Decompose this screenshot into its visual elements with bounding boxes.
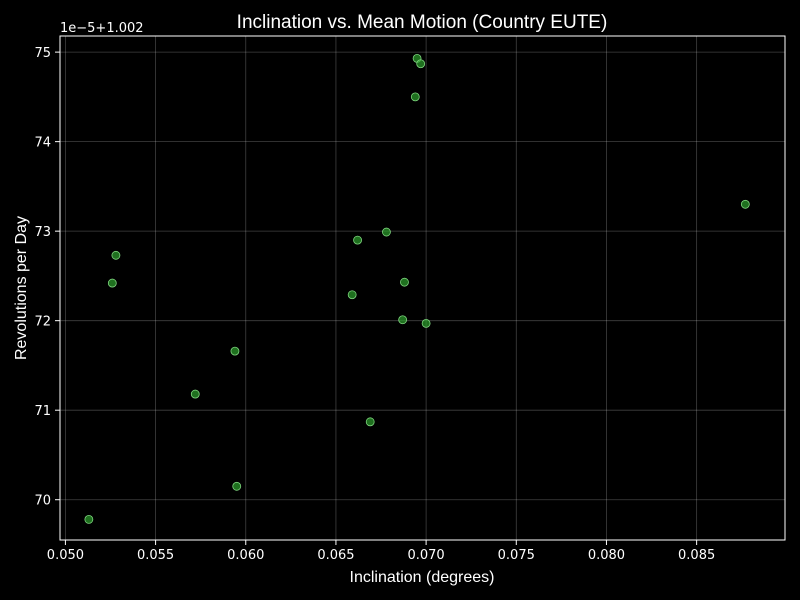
x-axis-label: Inclination (degrees) — [350, 569, 495, 586]
x-tick-label: 0.080 — [588, 548, 625, 563]
y-tick-label: 70 — [34, 494, 51, 509]
x-tick-label: 0.075 — [498, 548, 535, 563]
data-point — [107, 278, 117, 288]
y-tick-label: 75 — [34, 46, 51, 61]
data-point — [84, 515, 94, 524]
x-tick-label: 0.070 — [407, 548, 444, 563]
y-tick-label: 72 — [34, 315, 51, 330]
grid — [60, 36, 785, 540]
y-tick-label: 71 — [34, 404, 51, 419]
data-point — [232, 481, 242, 491]
x-tick-label: 0.085 — [678, 548, 715, 563]
y-axis-label: Revolutions per Day — [13, 216, 30, 360]
data-point — [382, 227, 391, 237]
data-points — [84, 53, 750, 524]
data-point — [740, 199, 750, 209]
data-point — [347, 290, 357, 300]
data-point — [400, 277, 409, 287]
data-point — [421, 318, 431, 328]
data-point — [111, 250, 121, 260]
x-tick-label: 0.060 — [227, 548, 264, 563]
data-point — [230, 346, 240, 356]
x-tick-label: 0.055 — [137, 548, 174, 563]
data-point — [416, 59, 426, 69]
data-point — [398, 315, 408, 325]
x-axis: 0.050 0.055 0.060 0.065 0.070 0.075 0.080 0.085 — [47, 540, 715, 563]
plot-frame — [59, 35, 786, 541]
x-tick-label: 0.050 — [47, 548, 84, 563]
chart-title: Inclination vs. Mean Motion (Country EUT… — [237, 12, 608, 33]
x-tick-label: 0.065 — [317, 548, 354, 563]
y-axis-offset-label: 1e−5+1.002 — [60, 21, 144, 36]
data-point — [190, 389, 200, 399]
data-point — [365, 417, 375, 427]
data-point — [410, 92, 420, 102]
y-tick-label: 73 — [34, 225, 51, 240]
y-axis: 70 71 72 73 74 75 — [34, 46, 60, 509]
data-point — [353, 235, 362, 245]
y-tick-label: 74 — [34, 136, 51, 151]
